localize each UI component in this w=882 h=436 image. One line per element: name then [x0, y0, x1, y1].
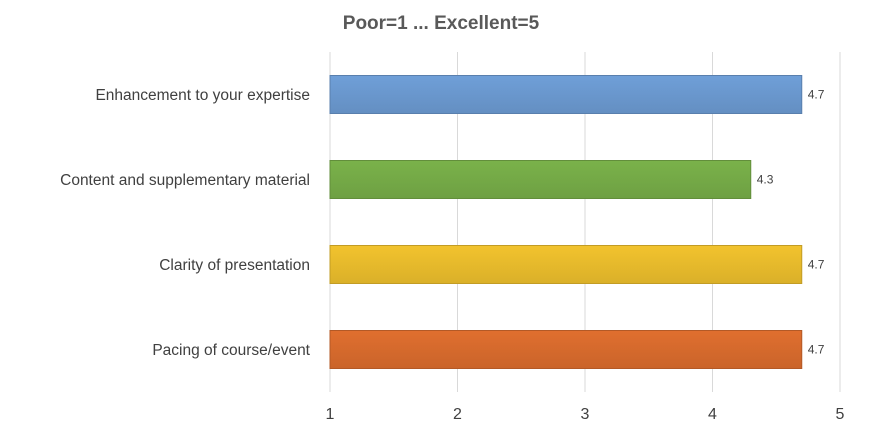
- bar-4: [329, 330, 803, 369]
- x-tick-label: 2: [453, 406, 462, 423]
- x-tick-label: 1: [326, 406, 335, 423]
- x-tick-label: 3: [581, 406, 590, 423]
- bars: [329, 75, 803, 369]
- category-label: Content and supplementary material: [60, 172, 310, 189]
- data-label: 4.7: [808, 258, 825, 272]
- data-label: 4.7: [808, 343, 825, 357]
- x-tick-label: 4: [708, 406, 717, 423]
- x-tick-label: 5: [836, 406, 845, 423]
- data-label: 4.3: [757, 173, 774, 187]
- chart-title: Poor=1 ... Excellent=5: [343, 13, 540, 34]
- bar-1: [329, 75, 803, 114]
- category-label: Clarity of presentation: [159, 257, 310, 274]
- bar-3: [329, 245, 803, 284]
- data-labels: 4.7 4.3 4.7 4.7: [757, 88, 825, 357]
- x-axis-ticks: 1 2 3 4 5: [326, 406, 845, 423]
- bar-2: [329, 160, 752, 199]
- category-labels: Enhancement to your expertise Content and…: [60, 87, 311, 359]
- category-label: Enhancement to your expertise: [95, 87, 310, 104]
- category-label: Pacing of course/event: [152, 342, 310, 359]
- data-label: 4.7: [808, 88, 825, 102]
